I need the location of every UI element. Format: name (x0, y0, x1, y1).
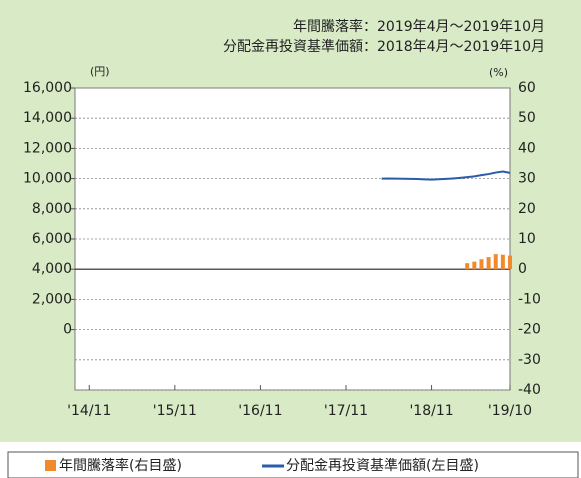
y2-tick-label: 50 (518, 110, 536, 126)
legend-label: 年間騰落率(右目盛) (59, 457, 182, 474)
y2-tick-label: -30 (518, 352, 541, 368)
y-tick-label: 14,000 (23, 110, 72, 126)
y2-tick-label: -10 (518, 291, 541, 307)
y2-tick-label: 20 (518, 201, 536, 217)
bar (493, 254, 498, 270)
bar (508, 255, 512, 270)
y-tick-label: 2,000 (32, 291, 72, 307)
annotation: 年間騰落率：2019年4月～2019年10月 (293, 18, 545, 35)
bar (486, 257, 491, 270)
line (381, 170, 511, 181)
y-tick-label: 16,000 (23, 80, 72, 96)
y2-tick-label: 40 (518, 140, 536, 156)
bar (472, 261, 477, 270)
y2-tick-label: -20 (518, 322, 541, 338)
x-tick-label: '19/10 (488, 403, 532, 419)
y2-tick-label: 0 (518, 261, 527, 277)
bar (479, 259, 484, 270)
y2-tick-label: 60 (518, 80, 536, 96)
y-tick-label: 4,000 (32, 261, 72, 277)
y-tick-label: 12,000 (23, 140, 72, 156)
y-tick-label: 10,000 (23, 171, 72, 187)
y2-tick-label: -40 (518, 382, 541, 398)
x-tick-label: '14/11 (67, 403, 111, 419)
x-tick-label: '18/11 (409, 403, 453, 419)
y-tick-label: 0 (63, 322, 72, 338)
x-tick-label: '17/11 (324, 403, 368, 419)
y2-tick-label: 10 (518, 231, 536, 247)
legend (7, 451, 579, 478)
x-tick-label: '15/11 (153, 403, 197, 419)
bar (500, 254, 505, 270)
y-tick-label: 6,000 (32, 231, 72, 247)
x-tick-label: '16/11 (238, 403, 282, 419)
legend-swatch (45, 460, 56, 471)
y2-unit: (%) (489, 66, 508, 79)
legend-label: 分配金再投資基準価額(左目盛) (286, 457, 479, 474)
y-tick-label: 8,000 (32, 201, 72, 217)
annotation: 分配金再投資基準価額：2018年4月～2019年10月 (223, 38, 545, 55)
y-unit: (円) (90, 65, 110, 78)
bar (465, 263, 470, 270)
y2-tick-label: 30 (518, 171, 536, 187)
